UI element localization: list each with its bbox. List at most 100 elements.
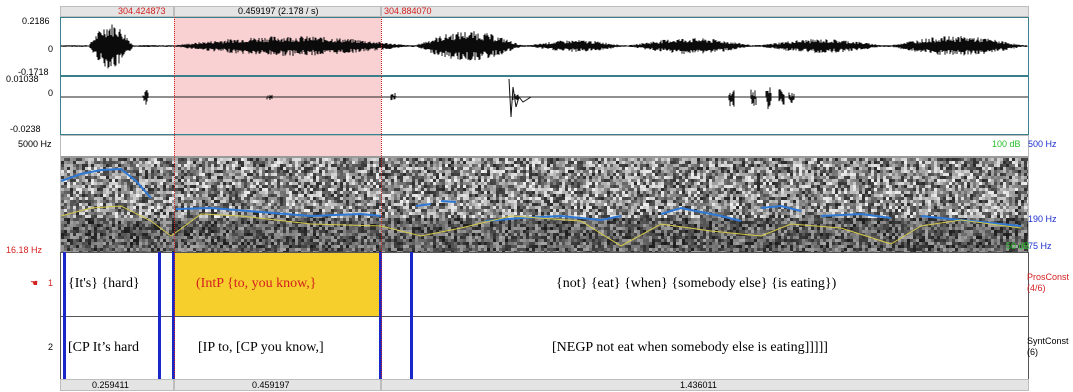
waveform-channel-1[interactable] [60, 17, 1029, 76]
spectrogram-cell [97, 194, 100, 197]
spectrogram-cell [190, 161, 193, 164]
spectrogram-cell [157, 182, 160, 185]
spectrogram-cell [106, 233, 109, 236]
spectrogram-cell [133, 167, 136, 170]
spectrogram-cell [247, 245, 250, 248]
spectrogram-cell [307, 230, 310, 233]
spectrogram-cell [148, 209, 151, 212]
top-time-bar-selection[interactable] [174, 6, 381, 17]
spectrogram-cell [157, 221, 160, 224]
spectrogram-cell [457, 206, 460, 209]
spectrogram-cell [184, 161, 187, 164]
spectrogram-cell [301, 230, 304, 233]
spectrogram-cell [190, 191, 193, 194]
spectrogram-cell [145, 170, 148, 173]
spectrogram-cell [199, 182, 202, 185]
spectrogram-cell [355, 191, 358, 194]
spectrogram-cell [370, 194, 373, 197]
spectrogram-cell [337, 227, 340, 230]
top-time-bar-left[interactable] [60, 6, 174, 17]
spectrogram-cell [208, 191, 211, 194]
spectrogram-cell [469, 182, 472, 185]
spectrogram-cell [193, 227, 196, 230]
spectrogram-cell [61, 158, 64, 161]
spectrogram-cell [82, 227, 85, 230]
spectrogram-cell [205, 200, 208, 203]
spectrogram-cell [259, 212, 262, 215]
spectrogram-cell [346, 164, 349, 167]
spectrogram-cell [202, 224, 205, 227]
spectrogram-cell [163, 194, 166, 197]
spectrogram-cell [412, 197, 415, 200]
spectrogram-cell [64, 248, 67, 251]
spectrogram-cell [301, 212, 304, 215]
spectrogram-cell [364, 194, 367, 197]
spectrogram-cell [523, 170, 526, 173]
waveform-channel-2[interactable] [60, 76, 1029, 135]
spectrogram-cell [148, 203, 151, 206]
spectrogram-cell [478, 194, 481, 197]
spectrogram-cell [319, 194, 322, 197]
spectrogram-cell [517, 233, 520, 236]
spectrogram-cell [142, 230, 145, 233]
spectrogram-cell [298, 224, 301, 227]
spectrogram-cell [70, 167, 73, 170]
spectrogram-cell [385, 158, 388, 161]
spectrogram-cell [403, 170, 406, 173]
spectrogram-cell [301, 194, 304, 197]
spectrogram-cell [172, 245, 175, 248]
spectrogram-cell [73, 221, 76, 224]
top-time-bar-right[interactable] [381, 6, 1029, 17]
spectrogram-cell [253, 158, 256, 161]
spectrogram-cell [508, 236, 511, 239]
spectrogram-cell [64, 218, 67, 221]
spectrogram-cell [337, 167, 340, 170]
spectrogram-cell [475, 206, 478, 209]
spectrogram-cell [190, 227, 193, 230]
spectrogram-cell [328, 182, 331, 185]
spectrogram-cell [475, 251, 478, 252]
spectrogram-cell [244, 170, 247, 173]
spectrogram-cell [202, 176, 205, 179]
spectrogram-cell [325, 188, 328, 191]
spectrogram-cell [124, 185, 127, 188]
spectrogram-cell [499, 203, 502, 206]
spectrogram-cell [271, 164, 274, 167]
spectrogram-cell [367, 200, 370, 203]
spectrogram-cell [490, 179, 493, 182]
spectrogram-cell [349, 188, 352, 191]
spectrogram-cell [472, 188, 475, 191]
spectrogram-cell [280, 185, 283, 188]
spectrogram-cell [142, 191, 145, 194]
spectrogram-cell [238, 224, 241, 227]
spectrogram-cell [394, 230, 397, 233]
spectrogram-cell [373, 188, 376, 191]
spectrogram-cell [394, 227, 397, 230]
spectrogram-panel[interactable] [60, 135, 1029, 253]
spectrogram-cell [253, 200, 256, 203]
spectrogram-cell [373, 242, 376, 245]
spectrogram-cell [112, 197, 115, 200]
spectrogram-cell [220, 167, 223, 170]
spectrogram-cell [295, 251, 298, 252]
spectrogram-cell [223, 161, 226, 164]
spectrogram-cell [406, 179, 409, 182]
spectrogram-cell [517, 230, 520, 233]
spectrogram-cell [412, 164, 415, 167]
spectrogram-cell [466, 167, 469, 170]
spectrogram-cell [331, 167, 334, 170]
spectrogram-cell [448, 176, 451, 179]
spectrogram-cell [280, 173, 283, 176]
spectrogram-cell [370, 215, 373, 218]
spectrogram-cell [94, 248, 97, 251]
spectrogram-cell [472, 212, 475, 215]
spectrogram-cell [247, 188, 250, 191]
spectrogram-cell [412, 218, 415, 221]
spectrogram-cell [178, 218, 181, 221]
spectrogram-cell [322, 173, 325, 176]
spectrogram-cell [361, 179, 364, 182]
spectrogram-cell [505, 179, 508, 182]
spectrogram-cell [184, 227, 187, 230]
spectrogram-cell [418, 224, 421, 227]
spectrogram-cell [304, 248, 307, 251]
